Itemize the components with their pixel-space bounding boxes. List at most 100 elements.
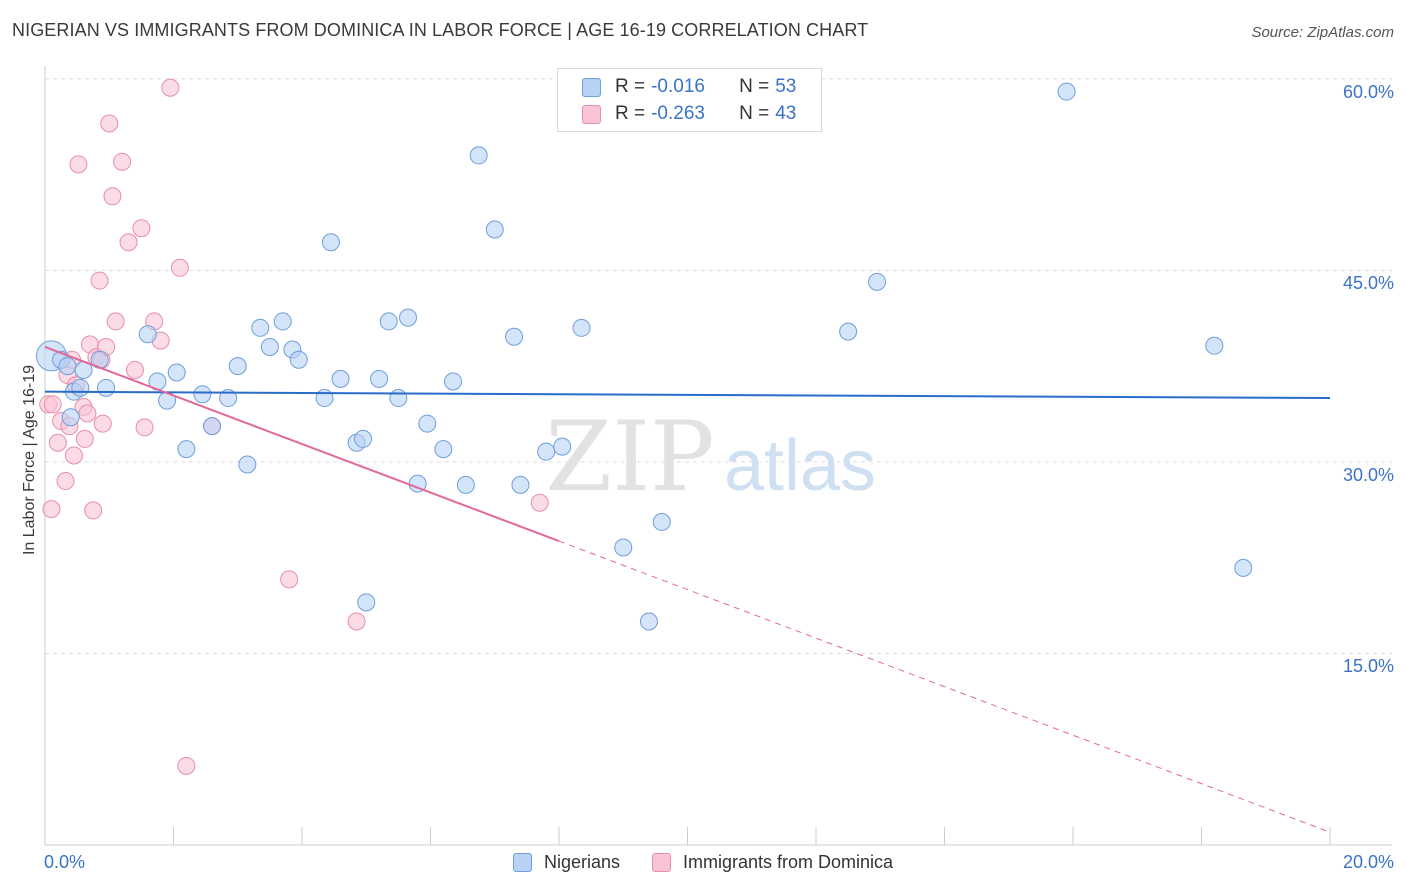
point-nigerians [238,455,257,474]
point-dominica [106,312,125,331]
point-nigerians [469,146,488,165]
point-nigerians [434,440,453,459]
point-dominica [125,360,144,379]
point-dominica [135,418,154,437]
point-nigerians [505,327,524,346]
source-credit: Source: ZipAtlas.com [1251,24,1394,41]
point-nigerians [1234,558,1253,577]
n-value: 43 [775,103,797,124]
point-nigerians [331,369,350,388]
point-dominica [177,756,196,775]
legend-item-nigerians[interactable]: Nigerians [512,852,620,873]
point-nigerians [251,318,270,337]
point-dominica [78,404,97,423]
series-legend: Nigerians Immigrants from Dominica [0,852,1406,873]
watermark-atlas: atlas [724,426,876,506]
point-nigerians [370,369,389,388]
point-nigerians [511,475,530,494]
point-dominica [132,219,151,238]
y-tick-label: 60.0% [1342,81,1394,102]
point-nigerians [839,322,858,341]
y-tick-label: 30.0% [1342,464,1394,485]
point-nigerians [614,538,633,557]
point-nigerians [58,357,77,376]
point-dominica [113,152,132,171]
n-label: N = [739,103,770,124]
point-nigerians [219,389,238,408]
point-nigerians [399,308,418,327]
point-dominica [100,114,119,133]
point-nigerians [868,272,887,291]
point-dominica [56,472,75,491]
point-nigerians [228,357,247,376]
point-dominica [119,233,138,252]
point-dominica [280,570,299,589]
point-nigerians [71,378,90,397]
point-nigerians [321,233,340,252]
legend-label: Immigrants from Dominica [683,852,894,872]
trend-line-dominica [44,346,560,543]
trend-line-nigerians [44,390,1331,400]
point-nigerians [273,312,292,331]
point-nigerians [167,363,186,382]
point-dominica [93,414,112,433]
point-nigerians [61,408,80,427]
point-nigerians [203,417,222,436]
point-nigerians [379,312,398,331]
point-nigerians [177,440,196,459]
series-nigerians-points [35,82,1253,631]
point-dominica [347,612,366,631]
point-dominica [170,258,189,277]
legend-item-dominica[interactable]: Immigrants from Dominica [652,852,893,873]
stats-row-dominica: R = -0.263 N = 43 [582,101,796,127]
point-nigerians [1205,336,1224,355]
point-dominica [75,429,94,448]
point-nigerians [357,593,376,612]
point-dominica [69,155,88,174]
point-nigerians [652,512,671,531]
legend-label: Nigerians [543,852,620,872]
point-nigerians [97,378,116,397]
chart-title: NIGERIAN VS IMMIGRANTS FROM DOMINICA IN … [12,20,869,40]
point-dominica [42,500,61,519]
x-tick-label-max: 20.0% [1342,852,1394,872]
point-dominica [161,78,180,97]
point-nigerians [485,220,504,239]
point-nigerians [418,414,437,433]
point-nigerians [639,612,658,631]
series-dominica-points [39,78,549,775]
stats-row-nigerians: R = -0.016 N = 53 [582,74,796,100]
r-label: R = [615,103,646,124]
trend-lines [44,346,1331,833]
point-nigerians [354,429,373,448]
legend-swatch-pink [652,853,671,872]
point-nigerians [138,325,157,344]
r-value: -0.263 [651,103,705,124]
point-nigerians [260,337,279,356]
point-dominica [103,187,122,206]
x-tick-label-min: 0.0% [44,852,86,872]
trend-line-dominica-extrapolated [558,540,1331,833]
point-nigerians [456,475,475,494]
watermark-zip: ZIP [545,401,714,513]
n-label: N = [739,76,770,97]
point-dominica [530,493,549,512]
n-value: 53 [775,76,797,97]
r-label: R = [615,76,646,97]
point-dominica [84,501,103,520]
point-nigerians [443,372,462,391]
legend-swatch-pink [582,104,601,124]
y-tick-label: 15.0% [1342,656,1394,677]
gridlines [45,78,1392,654]
point-nigerians [553,437,572,456]
point-nigerians [289,350,308,369]
legend-swatch-blue [512,853,532,872]
point-nigerians [193,385,212,404]
point-dominica [48,433,67,452]
point-nigerians [1057,82,1076,101]
stats-legend: R = -0.016 N = 53 R = -0.263 N = 43 [557,68,822,132]
y-tick-label: 45.0% [1342,273,1394,294]
point-nigerians [389,389,408,408]
point-dominica [43,395,62,414]
